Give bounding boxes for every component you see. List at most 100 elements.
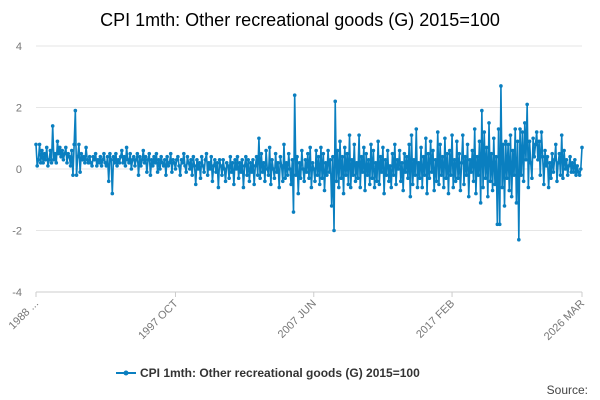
data-point: [333, 99, 338, 104]
data-point: [197, 161, 202, 165]
data-point: [272, 176, 277, 181]
data-point: [74, 173, 79, 177]
data-point: [213, 157, 217, 162]
data-point: [383, 157, 388, 162]
data-point: [549, 176, 553, 181]
data-point: [557, 151, 562, 156]
data-point: [137, 154, 142, 159]
data-point: [84, 145, 88, 150]
data-point: [223, 179, 228, 184]
data-point: [329, 204, 334, 208]
data-point: [325, 173, 329, 177]
data-point: [238, 161, 242, 165]
data-point: [476, 173, 481, 177]
data-point: [342, 145, 347, 150]
y-tick-labels: 4 2 0 -2 -4: [12, 41, 22, 299]
data-point: [87, 154, 92, 159]
data-point: [278, 154, 283, 159]
x-tick-label: 2026 MAR: [542, 298, 587, 343]
legend: CPI 1mth: Other recreational goods (G) 2…: [116, 366, 420, 380]
data-point: [180, 161, 185, 165]
data-point: [451, 185, 456, 190]
data-point: [228, 154, 233, 159]
y-tick-label: -2: [12, 226, 22, 238]
data-point: [294, 173, 298, 177]
data-point: [270, 157, 274, 162]
data-point: [204, 151, 209, 156]
data-point: [205, 173, 210, 177]
data-point: [93, 151, 98, 156]
source-label: Source:: [547, 383, 588, 397]
data-point: [539, 130, 544, 134]
data-point: [173, 167, 178, 171]
data-point: [340, 154, 345, 159]
x-tick-label: 2017 FEB: [414, 298, 457, 341]
data-point: [254, 154, 259, 159]
data-point: [227, 176, 231, 181]
data-point: [81, 154, 86, 159]
data-point: [55, 139, 60, 144]
data-point: [273, 151, 278, 156]
data-point: [102, 151, 106, 156]
data-point: [226, 164, 230, 168]
data-point: [384, 173, 389, 177]
data-point: [527, 139, 532, 144]
data-point: [364, 151, 369, 156]
data-point: [68, 164, 73, 168]
data-point: [521, 179, 526, 184]
data-point: [69, 148, 74, 153]
data-point: [280, 179, 285, 184]
data-point: [289, 182, 293, 187]
data-point: [257, 136, 261, 141]
data-point: [481, 185, 485, 190]
data-point: [338, 139, 342, 144]
data-point: [288, 167, 292, 171]
data-point: [502, 204, 507, 208]
data-point: [196, 167, 200, 171]
data-point: [267, 145, 272, 150]
data-point: [351, 173, 355, 177]
data-point: [416, 161, 421, 165]
data-point: [285, 173, 290, 177]
data-point: [558, 173, 563, 177]
data-point: [165, 154, 169, 159]
data-point: [420, 185, 425, 190]
data-point: [352, 142, 357, 147]
data-point: [42, 151, 47, 156]
data-point: [185, 154, 190, 159]
data-point: [402, 151, 407, 156]
data-point: [517, 237, 521, 242]
data-point: [233, 157, 237, 162]
data-point: [222, 167, 227, 171]
data-point: [403, 170, 408, 174]
data-point: [178, 173, 183, 177]
data-point: [229, 170, 234, 174]
data-point: [445, 151, 450, 156]
data-point: [494, 154, 498, 159]
data-point: [480, 108, 484, 113]
data-point: [245, 173, 249, 177]
data-point: [459, 161, 464, 165]
data-point: [576, 170, 581, 174]
data-point: [433, 157, 438, 162]
data-point: [546, 185, 551, 190]
data-point: [552, 157, 557, 162]
data-point: [471, 179, 476, 184]
data-point: [164, 173, 168, 177]
data-point: [208, 167, 212, 171]
data-point: [139, 164, 143, 168]
data-point: [77, 142, 81, 147]
data-point: [415, 185, 420, 190]
data-point: [530, 176, 534, 181]
data-point: [562, 148, 566, 153]
data-point: [346, 182, 351, 187]
data-point: [337, 185, 341, 190]
data-point: [537, 139, 541, 144]
data-point: [544, 164, 549, 168]
data-point: [567, 164, 571, 168]
data-point: [215, 161, 220, 165]
data-point: [234, 167, 239, 171]
data-point: [248, 161, 253, 165]
data-point: [457, 151, 462, 156]
